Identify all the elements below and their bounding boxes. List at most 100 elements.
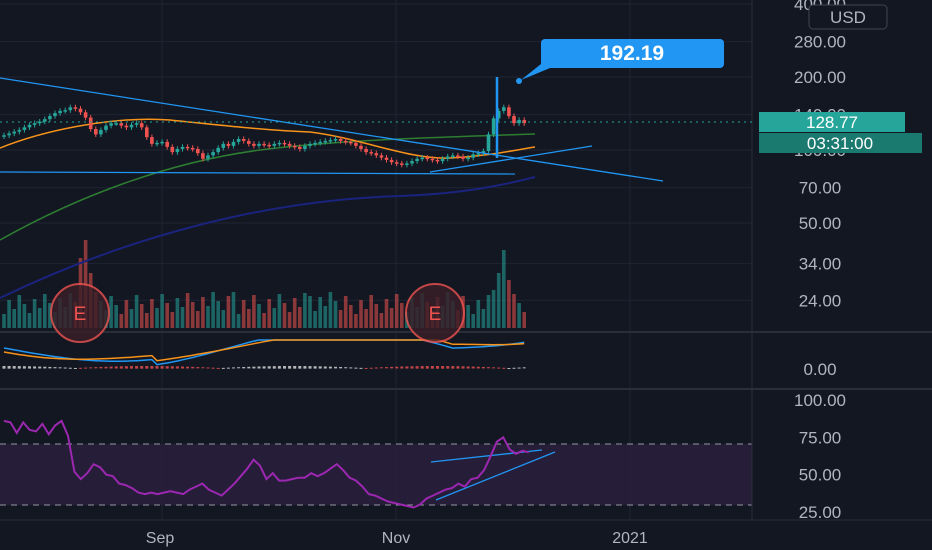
volume-bar <box>231 292 236 328</box>
macd-histogram-bar <box>28 366 31 369</box>
candle <box>481 148 486 156</box>
macd-histogram-bar <box>283 366 286 369</box>
volume-bar <box>481 309 486 328</box>
price-annotation[interactable]: 192.19 <box>516 39 724 84</box>
macd-histogram-bar <box>476 366 480 369</box>
candle <box>63 107 67 114</box>
volume-bar <box>109 296 113 328</box>
macd-histogram-bar <box>272 366 276 369</box>
volume-bar <box>216 301 220 328</box>
currency-button[interactable]: USD <box>808 4 888 30</box>
candle <box>338 136 343 144</box>
candle <box>150 134 154 147</box>
macd-histogram-bar <box>379 367 383 369</box>
volume-bar <box>139 304 144 328</box>
macd-histogram-bar <box>191 366 195 369</box>
candle <box>512 113 516 126</box>
volume-bar <box>292 298 297 328</box>
price-axis[interactable]: 400.00280.00200.00140.00100.0070.0050.00… <box>794 0 846 310</box>
time-axis-label-sep: Sep <box>146 530 175 547</box>
earnings-marker[interactable]: E <box>405 283 465 343</box>
last-price-badge: 128.77 <box>759 112 905 132</box>
macd-histogram-bar <box>94 367 98 369</box>
candle <box>308 141 312 149</box>
macd-histogram-bar <box>247 366 251 369</box>
price-axis-label: 50.00 <box>799 214 842 233</box>
macd-histogram-bar <box>395 366 399 369</box>
candle <box>73 104 78 112</box>
candle <box>379 152 384 161</box>
macd-histogram-bar <box>17 366 21 369</box>
candle <box>88 115 93 132</box>
rsi-axis-label: 50.00 <box>799 466 842 485</box>
volume-bar <box>496 273 501 328</box>
candle <box>257 141 261 149</box>
macd-histogram-bar <box>242 367 246 369</box>
macd-histogram-bar <box>38 366 42 369</box>
volume-bar <box>400 303 404 328</box>
candle <box>99 127 103 138</box>
rsi-axis: 100.00 75.00 50.00 25.00 <box>794 391 846 522</box>
time-axis[interactable]: Sep Nov 2021 <box>146 530 648 547</box>
candle <box>292 143 297 150</box>
volume-bar <box>369 295 373 328</box>
candle <box>180 144 185 152</box>
candle <box>359 143 363 152</box>
macd-histogram-bar <box>196 367 200 369</box>
candle <box>298 144 302 152</box>
volume-bar <box>333 301 338 328</box>
earnings-marker[interactable]: E <box>50 283 110 343</box>
volume-bar <box>308 296 312 328</box>
candle <box>522 117 526 126</box>
volume-bar <box>236 314 241 328</box>
macd-histogram-bar <box>145 366 149 369</box>
trendline-rising <box>429 145 593 173</box>
macd-histogram-bar <box>140 366 144 369</box>
macd-histogram-bar <box>114 366 118 369</box>
volume-bar <box>466 305 470 328</box>
volume-bar <box>48 303 52 328</box>
volume-bar <box>165 303 169 328</box>
candle <box>78 106 83 115</box>
candle <box>451 152 455 160</box>
macd-histogram-bar <box>369 367 373 369</box>
macd-histogram-bar <box>99 366 103 369</box>
macd-histogram-bar <box>374 367 378 369</box>
last-price-label: 128.77 <box>806 113 858 132</box>
volume-bar <box>37 308 42 328</box>
price-axis-label: 200.00 <box>794 68 846 87</box>
volume-bar <box>175 298 180 328</box>
candle <box>236 136 241 145</box>
macd-histogram-bar <box>262 366 266 369</box>
macd-histogram-bar <box>237 367 241 369</box>
candle <box>124 123 129 131</box>
macd-histogram-bar <box>277 366 281 369</box>
macd-histogram-bar <box>313 366 317 369</box>
volume-bar <box>7 300 11 328</box>
volume-bar <box>354 314 358 328</box>
candle <box>333 136 338 143</box>
macd-histogram-bar <box>308 366 312 369</box>
macd-histogram-bar <box>84 367 88 369</box>
candle <box>507 104 511 119</box>
macd-axis-label: 0.00 <box>803 360 836 379</box>
volume-bar <box>155 308 159 328</box>
macd-histogram-bar <box>63 367 67 369</box>
rsi-axis-label: 75.00 <box>799 428 842 447</box>
candle <box>145 124 149 140</box>
volume-bar <box>384 299 389 328</box>
macd-histogram-bar <box>130 366 133 369</box>
candle <box>48 113 52 122</box>
candle <box>287 141 292 149</box>
candle <box>104 123 108 133</box>
volume-bar <box>272 308 277 328</box>
candle <box>7 130 11 138</box>
macd-histogram-bar <box>150 366 154 369</box>
macd-histogram-bar <box>461 366 465 369</box>
earnings-marker-label: E <box>429 304 442 325</box>
volume-bar <box>282 303 287 328</box>
candle <box>354 140 358 149</box>
candle <box>94 126 98 138</box>
rsi-band <box>0 444 752 505</box>
